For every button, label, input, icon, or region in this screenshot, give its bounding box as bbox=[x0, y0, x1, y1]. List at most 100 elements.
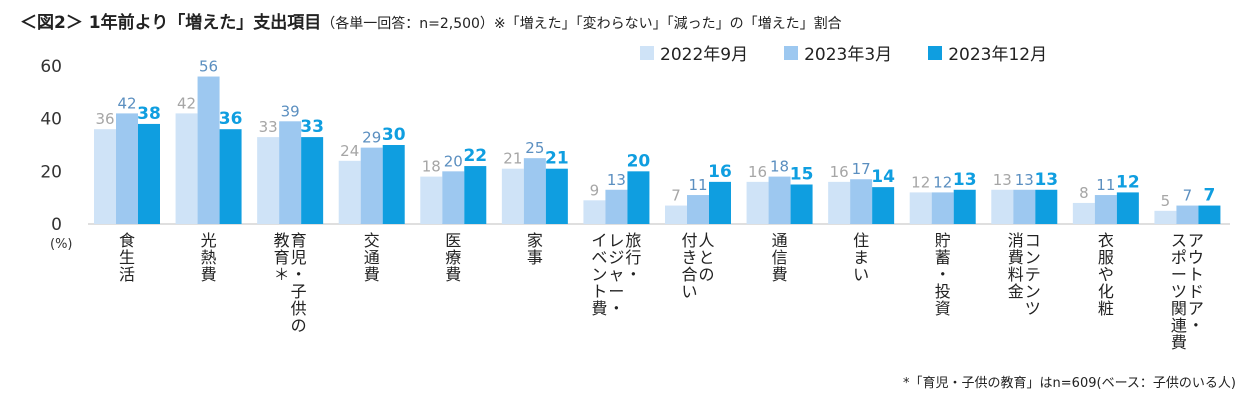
category-label-char: 金 bbox=[1008, 282, 1024, 301]
data-label: 20 bbox=[627, 151, 651, 171]
category-label-char: 医 bbox=[445, 231, 461, 250]
bar bbox=[175, 113, 198, 224]
category-label-char: 衣 bbox=[1098, 231, 1114, 250]
bar bbox=[338, 160, 361, 224]
category-label-char: き bbox=[681, 248, 697, 267]
category-label-char: ポ bbox=[1171, 248, 1187, 267]
data-label: 7 bbox=[1183, 187, 1193, 205]
bar bbox=[442, 171, 465, 224]
legend-item-2023-12: 2023年12月 bbox=[928, 40, 1047, 65]
category-label-char: 育 bbox=[291, 231, 307, 250]
data-label: 33 bbox=[259, 118, 278, 136]
data-label: 38 bbox=[137, 104, 161, 124]
y-tick-label: 0 bbox=[51, 215, 62, 235]
bar bbox=[828, 181, 851, 224]
y-axis-unit: (%) bbox=[50, 237, 73, 252]
category-label-char: ン bbox=[1025, 248, 1041, 267]
legend-item-2022-09: 2022年9月 bbox=[640, 40, 748, 65]
category-label-char: 費 bbox=[201, 265, 217, 284]
category-label-char: ャ bbox=[608, 265, 624, 284]
category-label-char: 蓄 bbox=[935, 248, 951, 267]
data-label: 14 bbox=[871, 167, 895, 187]
data-label: 36 bbox=[219, 109, 243, 129]
category-label-char: 家 bbox=[527, 231, 543, 250]
y-tick-label: 40 bbox=[40, 110, 62, 130]
category-label-char: ツ bbox=[1025, 299, 1041, 318]
category-label-char: 事 bbox=[527, 248, 543, 267]
data-label: 16 bbox=[708, 162, 732, 182]
data-label: 33 bbox=[300, 117, 324, 137]
category-label-char: ・ bbox=[625, 265, 641, 284]
bar bbox=[1013, 189, 1036, 224]
category-label-char: ＊ bbox=[274, 265, 290, 284]
category-label-char: 関 bbox=[1171, 299, 1187, 318]
bar bbox=[464, 166, 487, 224]
bar bbox=[1116, 192, 1139, 224]
bar bbox=[605, 189, 628, 224]
category-label-char: 住 bbox=[853, 231, 869, 250]
data-label: 16 bbox=[830, 163, 849, 181]
bar bbox=[301, 137, 324, 224]
bar bbox=[872, 187, 895, 224]
bar bbox=[501, 168, 524, 224]
bar bbox=[197, 76, 220, 225]
data-label: 16 bbox=[748, 163, 767, 181]
bar bbox=[360, 147, 383, 224]
data-label: 13 bbox=[1034, 170, 1058, 190]
legend-swatch bbox=[784, 45, 799, 60]
data-label: 13 bbox=[607, 171, 626, 189]
category-label-char: ウ bbox=[1188, 248, 1204, 267]
category-label-char: 生 bbox=[119, 248, 135, 267]
data-label: 29 bbox=[362, 129, 381, 147]
category-label-char: 通 bbox=[364, 248, 380, 267]
bar bbox=[790, 184, 813, 224]
category-label-char: 粧 bbox=[1098, 299, 1114, 318]
data-label: 11 bbox=[1096, 176, 1115, 194]
category-label-char: 費 bbox=[591, 299, 607, 318]
bar bbox=[627, 171, 650, 224]
category-label-char: ベ bbox=[591, 248, 607, 267]
bar bbox=[219, 129, 242, 224]
bar bbox=[665, 205, 687, 224]
category-label-char: 費 bbox=[1008, 248, 1024, 267]
data-label: 13 bbox=[993, 171, 1012, 189]
category-label-char: ・ bbox=[608, 299, 624, 318]
category-label-char: ア bbox=[1188, 299, 1204, 318]
category-label-char: ン bbox=[1025, 282, 1041, 301]
legend-label: 2023年3月 bbox=[804, 45, 893, 65]
category-label-char: 消 bbox=[1008, 231, 1024, 250]
category-label-char: 児 bbox=[291, 248, 307, 267]
y-tick-label: 60 bbox=[40, 57, 62, 77]
category-label-char: ア bbox=[1188, 231, 1204, 250]
data-label: 13 bbox=[953, 170, 977, 190]
footnote: *「育児・子供の教育」はn=609(ベース：子供のいる人) bbox=[903, 376, 1236, 391]
bar bbox=[709, 181, 731, 224]
category-label-char: イ bbox=[591, 231, 607, 250]
bar bbox=[1154, 210, 1177, 224]
bar bbox=[1176, 205, 1199, 224]
bar bbox=[583, 200, 606, 224]
data-label: 36 bbox=[95, 110, 114, 128]
data-label: 7 bbox=[671, 187, 681, 205]
category-label-char: 服 bbox=[1098, 248, 1114, 267]
category-label-char: 費 bbox=[1171, 333, 1187, 352]
category-label-char: 資 bbox=[935, 299, 951, 318]
legend-label: 2022年9月 bbox=[660, 45, 749, 65]
category-label-char: 費 bbox=[445, 265, 461, 284]
category-label-char: 活 bbox=[119, 265, 135, 284]
category-label-char: 貯 bbox=[935, 231, 951, 250]
category-label-char: 連 bbox=[1171, 316, 1187, 335]
y-tick-label: 20 bbox=[40, 162, 62, 182]
data-label: 12 bbox=[911, 173, 930, 191]
category-label-char: 子 bbox=[291, 282, 307, 301]
chart-title-main: ＜図2＞ 1年前より「増えた」支出項目 bbox=[20, 13, 322, 33]
data-label: 56 bbox=[199, 58, 218, 76]
bar bbox=[94, 129, 116, 224]
category-label-char: 育 bbox=[274, 248, 290, 267]
data-label: 18 bbox=[422, 158, 441, 176]
category-label-char: ト bbox=[591, 282, 607, 301]
data-label: 9 bbox=[590, 181, 600, 199]
data-label: 42 bbox=[117, 94, 136, 112]
bar bbox=[382, 145, 405, 224]
